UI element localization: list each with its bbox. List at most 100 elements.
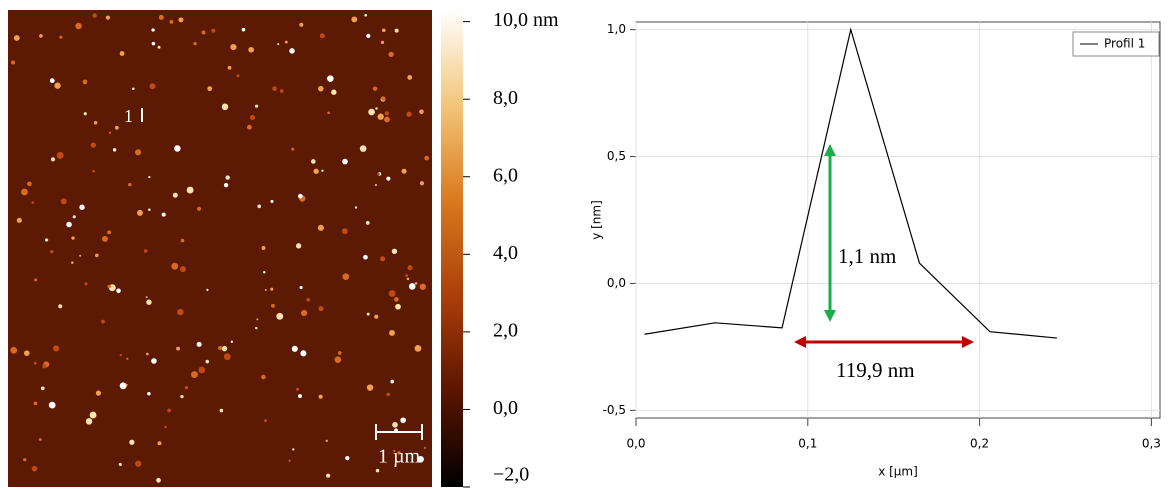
particle [372,86,378,91]
particle [394,28,399,33]
particle [298,394,302,399]
particle [368,108,375,116]
particle [246,124,252,130]
particle [118,462,122,467]
particle [342,273,350,281]
particle [11,60,16,65]
particle [21,188,28,196]
colorbar-tick-label: 0,0 [493,397,518,419]
colorbar-tick-label: −2,0 [493,464,529,486]
x-axis-label: x [µm] [878,465,918,479]
legend-label: Profil 1 [1104,37,1145,51]
particle [257,204,262,209]
particle [221,345,228,352]
width-annotation: 119,9 nm [836,358,915,382]
particle [146,299,152,305]
particle [125,383,128,386]
x-tick-label: 0,2 [970,437,989,451]
particle [326,473,331,478]
particle [284,40,288,44]
particle [311,159,316,164]
particle [397,451,401,455]
colorbar-tick-label: 2,0 [493,319,518,341]
particle [407,265,413,271]
particle [107,284,111,289]
y-tick-label: -0,5 [603,403,626,417]
particle [414,345,422,352]
particle [406,111,412,117]
particle [23,350,30,356]
particle [424,446,427,449]
particle [34,278,38,282]
particle [306,298,311,302]
colorbar-tick-label: 6,0 [493,164,518,186]
particle [105,15,110,20]
particle [236,74,240,78]
particle [174,145,181,152]
particle [342,158,348,165]
particle [364,13,368,17]
particle [225,175,230,180]
particle [180,395,184,399]
particle [417,455,424,463]
particle [146,352,149,356]
particle [363,254,368,260]
particle [50,250,54,254]
particle [176,346,181,351]
particle [149,83,156,90]
particle [374,314,379,319]
particle [84,282,88,286]
particle [66,221,72,228]
particle [193,41,197,46]
particle [126,357,129,360]
particle [79,254,82,257]
particle [380,256,386,262]
particle [16,217,22,223]
particle [157,45,161,49]
particle [414,282,418,285]
particle [264,419,267,423]
particle [384,116,390,123]
particle [148,175,151,179]
particle [289,48,295,54]
particle [39,34,43,38]
particle [172,192,178,198]
particle [33,361,37,365]
particle [157,441,162,446]
y-tick-label: 1,0 [607,22,626,36]
particle [406,277,410,281]
particle [90,142,97,148]
particle [206,288,209,291]
particle [49,78,55,84]
particle [375,107,378,110]
particle [147,392,151,396]
y-tick-label: 0,5 [607,149,626,163]
particle [196,341,202,347]
particle [381,28,386,33]
colorbar-tick-label: 4,0 [493,242,518,264]
particle [277,43,280,46]
particle [270,287,274,291]
particle [75,22,82,30]
particle [313,168,319,174]
particle [318,305,324,312]
y-tick-label: 0,0 [607,276,626,290]
particle [345,455,350,461]
particle [164,425,167,429]
particle [341,228,348,235]
particle [48,401,56,409]
particle [366,384,374,391]
particle [56,152,64,159]
particle [230,43,237,51]
afm-image [8,10,432,487]
particle [381,96,386,101]
particle [337,351,342,355]
particle [50,157,56,162]
particle [288,459,291,462]
particle [31,465,38,472]
particle [184,386,189,390]
particle [377,113,384,120]
particle [190,371,198,379]
particle [388,290,396,297]
